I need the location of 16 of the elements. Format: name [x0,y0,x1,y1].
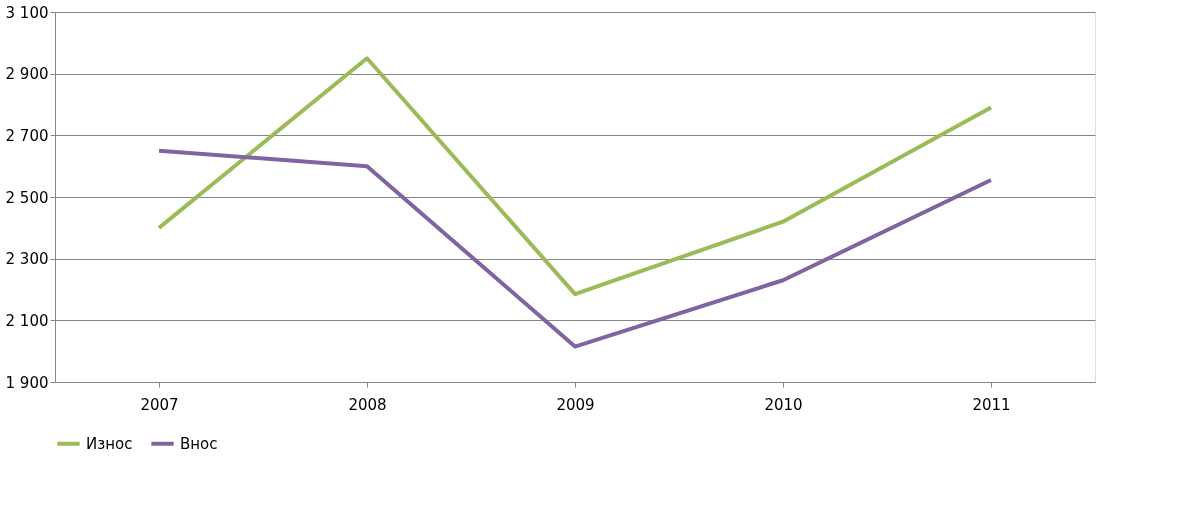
x-tick-label: 2009 [556,395,595,414]
y-tick-label: 3 100 [5,3,49,22]
y-tick-label: 2 700 [5,126,49,145]
y-tick-label: 2 300 [5,250,49,269]
x-tick-label: 2010 [764,395,803,414]
line-series [157,148,993,349]
x-tick-label: 2011 [972,395,1011,414]
y-tick-label: 1 900 [5,373,49,392]
x-tick-label: 2008 [348,395,387,414]
line-series [157,56,993,297]
legend-label: Износ [86,434,133,453]
y-tick-label: 2 500 [5,188,49,207]
y-tick-label: 2 900 [5,65,49,84]
y-tick-label: 2 100 [5,311,49,330]
x-tick-label: 2007 [140,395,179,414]
legend-label: Внос [180,434,218,453]
